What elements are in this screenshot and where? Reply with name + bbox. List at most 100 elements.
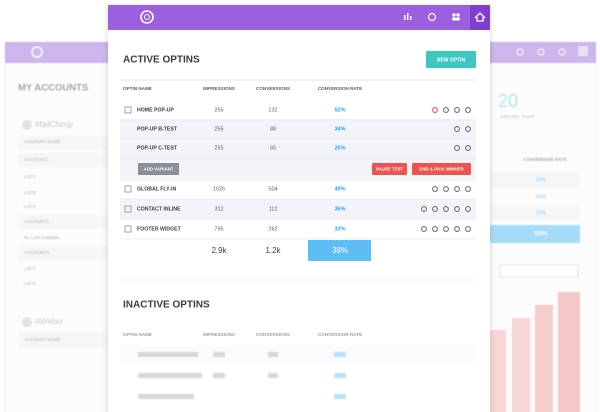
- row-bg: [18, 333, 110, 347]
- rate: 50%: [536, 210, 547, 216]
- optin-name: HOME POP-UP: [137, 107, 174, 113]
- account-item: ACCOUNT NAME: [24, 337, 60, 342]
- chart-bar: [490, 330, 506, 412]
- account-item: LIST2: [24, 190, 37, 195]
- row-type-icon: [124, 185, 132, 193]
- row-action-icon[interactable]: [421, 226, 427, 232]
- row-action-icon[interactable]: [454, 107, 460, 113]
- conversions: 112: [269, 206, 278, 212]
- row-action-icon[interactable]: [465, 206, 471, 212]
- placeholder-text: [138, 394, 194, 399]
- stats-panel: 20 Subscriber Growth CONVERSION RATE 50% 50%…: [477, 41, 597, 412]
- row-action-icon[interactable]: [454, 145, 460, 151]
- account-item: ACCOUNT NAME: [24, 139, 60, 144]
- row-action-icon[interactable]: [454, 206, 460, 212]
- logo[interactable]: [140, 10, 154, 24]
- total: 2.9k: [211, 246, 227, 255]
- column-header: CONVERSION RATE: [318, 86, 362, 91]
- column-header: CONVERSIONS: [256, 332, 290, 337]
- impressions: 255: [214, 145, 223, 151]
- impressions: 312: [214, 206, 223, 212]
- chart-bar: [535, 305, 553, 412]
- column-header: CONVERSIONS: [256, 86, 290, 91]
- provider-name: AWeber: [35, 317, 64, 326]
- nav-stats[interactable]: [404, 13, 412, 20]
- row-action-icon[interactable]: [465, 126, 471, 132]
- provider-name: MailChimp: [35, 120, 73, 129]
- column-header: IMPRESSIONS: [203, 332, 235, 337]
- row-bg: [120, 345, 476, 365]
- list-select: [499, 264, 579, 278]
- total: 38%: [332, 246, 348, 255]
- pause-test-button[interactable]: [372, 163, 407, 175]
- nav-icon: [537, 48, 545, 56]
- panel-header: [5, 42, 115, 63]
- conversions: 132: [268, 107, 277, 113]
- row-action-icon[interactable]: [443, 186, 449, 192]
- account-item: ACCOUNT2: [24, 219, 49, 224]
- new-optin-button[interactable]: [426, 51, 476, 68]
- conversions: 65: [270, 145, 276, 151]
- provider-logo: [22, 120, 32, 130]
- placeholder-text: [334, 394, 346, 399]
- nav-users[interactable]: [452, 13, 460, 21]
- impressions: 1026: [213, 186, 225, 192]
- placeholder-text: [138, 352, 198, 357]
- impressions: 255: [214, 126, 223, 132]
- placeholder-text: [138, 373, 202, 378]
- accounts-panel: MY ACCOUNTS MailChimp ACCOUNT NAME ACCOUNT1…: [4, 41, 116, 412]
- stat-number: 20: [498, 91, 518, 111]
- row-bg: [490, 173, 580, 187]
- placeholder-text: [268, 373, 278, 378]
- row-action-icon[interactable]: [454, 226, 460, 232]
- conversion-rate: 52%: [334, 107, 345, 113]
- rate: 50%: [536, 177, 547, 183]
- optins-panel: ACTIVE OPTINS NEW OPTIN OPTIN NAME IMPRESSI…: [108, 5, 490, 412]
- button-label: ADD VARIANT: [144, 167, 174, 172]
- column-header: OPTIN NAME: [123, 332, 152, 337]
- row-action-icon[interactable]: [432, 186, 438, 192]
- optin-name: GLOBAL FLY-IN: [137, 186, 176, 192]
- row-action-icon[interactable]: [432, 206, 438, 212]
- row-action-icon[interactable]: [432, 107, 438, 113]
- nav-icon-part: [404, 15, 406, 20]
- row-action-icon[interactable]: [465, 107, 471, 113]
- row-action-icon[interactable]: [421, 206, 427, 212]
- column-header: CONVERSION RATE: [318, 332, 362, 337]
- account-item: LIST1: [24, 266, 37, 271]
- column-header: OPTIN NAME: [123, 86, 152, 91]
- nav-icon-part: [452, 13, 456, 17]
- row-action-icon[interactable]: [465, 145, 471, 151]
- row-action-icon[interactable]: [454, 126, 460, 132]
- nav-home-active[interactable]: [470, 5, 490, 30]
- conversion-rate: 25%: [334, 145, 345, 151]
- account-item: LIST2: [24, 281, 37, 286]
- row-action-icon[interactable]: [454, 186, 460, 192]
- placeholder-text: [334, 373, 346, 378]
- row-action-icon[interactable]: [465, 186, 471, 192]
- conversions: 88: [270, 126, 276, 132]
- row-action-icon[interactable]: [443, 226, 449, 232]
- nav-help[interactable]: [427, 12, 437, 22]
- row-type-icon: [124, 205, 132, 213]
- placeholder-text: [268, 352, 278, 357]
- nav-icon-part: [452, 17, 460, 21]
- row-type-icon: [124, 106, 132, 114]
- end-pick-winner-button[interactable]: [412, 163, 471, 175]
- conversion-rate: 33%: [334, 226, 345, 232]
- add-variant-button[interactable]: [138, 163, 179, 175]
- nav-icon: [578, 46, 588, 56]
- optin-name: POP-UP B-TEST: [137, 126, 178, 132]
- provider-logo: [22, 317, 32, 327]
- row-action-icon[interactable]: [443, 206, 449, 212]
- row-action-icon[interactable]: [465, 226, 471, 232]
- row-action-icon[interactable]: [443, 107, 449, 113]
- row-bg: [18, 246, 110, 260]
- account-item: ACCOUNTS: [24, 250, 49, 255]
- placeholder-text: [213, 352, 225, 357]
- total: 1.2k: [265, 246, 281, 255]
- column-header: IMPRESSIONS: [203, 86, 235, 91]
- row-action-icon[interactable]: [432, 226, 438, 232]
- home-icon: [474, 12, 486, 22]
